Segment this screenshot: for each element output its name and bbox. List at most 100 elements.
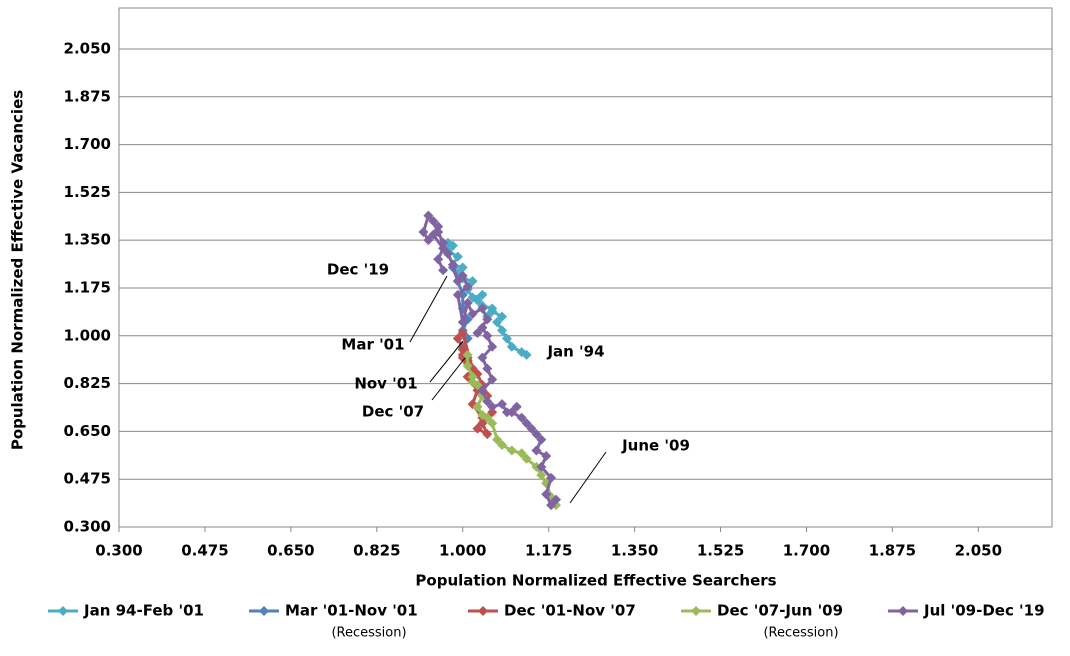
- point: [472, 328, 483, 339]
- point: [526, 423, 537, 434]
- point: [546, 472, 557, 483]
- legend-label: Dec '07-Jun '09: [717, 602, 843, 620]
- point: [433, 221, 444, 232]
- point: [497, 325, 508, 336]
- point: [482, 412, 493, 423]
- point: [536, 470, 547, 481]
- point: [462, 298, 473, 309]
- legend-note: (Recession): [763, 626, 838, 641]
- point: [467, 308, 478, 319]
- legend-label: Jan 94-Feb '01: [83, 602, 204, 620]
- point: [438, 243, 449, 254]
- annotation: Dec '07: [362, 403, 424, 421]
- point: [477, 385, 488, 396]
- point: [467, 292, 478, 303]
- point: [457, 317, 468, 328]
- point: [516, 448, 527, 459]
- point: [541, 489, 552, 500]
- legend-note: (Recession): [331, 626, 406, 641]
- legend-marker: [259, 606, 269, 616]
- y-tick-label: 1.350: [64, 231, 111, 249]
- point: [452, 289, 463, 300]
- legend-label: Jul '09-Dec '19: [923, 602, 1045, 620]
- point: [477, 418, 488, 429]
- point: [462, 360, 473, 371]
- point: [438, 237, 449, 248]
- annotation: Dec '19: [327, 261, 389, 279]
- point: [457, 344, 468, 355]
- point: [482, 314, 493, 325]
- legend-marker: [478, 606, 488, 616]
- point: [536, 461, 547, 472]
- point: [452, 276, 463, 287]
- x-tick-label: 2.050: [955, 542, 1002, 560]
- legend-label: Dec '01-Nov '07: [504, 602, 636, 620]
- point: [497, 311, 508, 322]
- y-tick-label: 1.700: [64, 135, 111, 153]
- point: [482, 429, 493, 440]
- point: [487, 341, 498, 352]
- point: [423, 210, 434, 221]
- point: [462, 281, 473, 292]
- point: [472, 379, 483, 390]
- point: [551, 494, 562, 505]
- annotation: Mar '01: [341, 336, 404, 354]
- point: [428, 229, 439, 240]
- x-tick-label: 1.700: [783, 542, 830, 560]
- point: [447, 259, 458, 270]
- point: [462, 349, 473, 360]
- point: [546, 500, 557, 511]
- y-tick-label: 2.050: [64, 39, 111, 57]
- annotation: June '09: [621, 437, 690, 455]
- x-tick-label: 1.175: [525, 542, 572, 560]
- point: [438, 265, 449, 276]
- point: [477, 352, 488, 363]
- leader-line: [409, 275, 448, 343]
- point: [531, 445, 542, 456]
- x-tick-label: 1.000: [439, 542, 486, 560]
- point: [472, 423, 483, 434]
- y-tick-label: 0.825: [64, 374, 111, 392]
- y-tick-label: 1.000: [64, 326, 111, 344]
- point: [452, 251, 463, 262]
- annotation: Nov '01: [354, 375, 417, 393]
- point: [433, 254, 444, 265]
- y-tick-label: 1.525: [64, 183, 111, 201]
- x-tick-label: 1.875: [869, 542, 916, 560]
- point: [487, 303, 498, 314]
- point: [531, 429, 542, 440]
- legend-label: Mar '01-Nov '01: [285, 602, 418, 620]
- point: [487, 418, 498, 429]
- point: [521, 453, 532, 464]
- point: [457, 328, 468, 339]
- point: [506, 445, 517, 456]
- x-axis-title: Population Normalized Effective Searcher…: [415, 572, 776, 590]
- x-tick-label: 0.825: [353, 542, 400, 560]
- point: [516, 347, 527, 358]
- point: [452, 333, 463, 344]
- point: [418, 226, 429, 237]
- point: [428, 216, 439, 227]
- point: [477, 322, 488, 333]
- y-tick-label: 1.175: [64, 278, 111, 296]
- point: [497, 399, 508, 410]
- x-tick-label: 0.300: [95, 542, 142, 560]
- point: [521, 418, 532, 429]
- point: [492, 317, 503, 328]
- point: [511, 401, 522, 412]
- point: [506, 341, 517, 352]
- leader-line: [431, 357, 466, 401]
- x-tick-label: 1.525: [697, 542, 744, 560]
- leader-line: [569, 451, 607, 504]
- y-tick-label: 0.650: [64, 422, 111, 440]
- point: [477, 303, 488, 314]
- point: [541, 450, 552, 461]
- point: [497, 440, 508, 451]
- x-tick-label: 0.650: [267, 542, 314, 560]
- point: [501, 407, 512, 418]
- y-tick-label: 0.475: [64, 470, 111, 488]
- point: [477, 289, 488, 300]
- point: [443, 248, 454, 259]
- x-tick-label: 0.475: [181, 542, 228, 560]
